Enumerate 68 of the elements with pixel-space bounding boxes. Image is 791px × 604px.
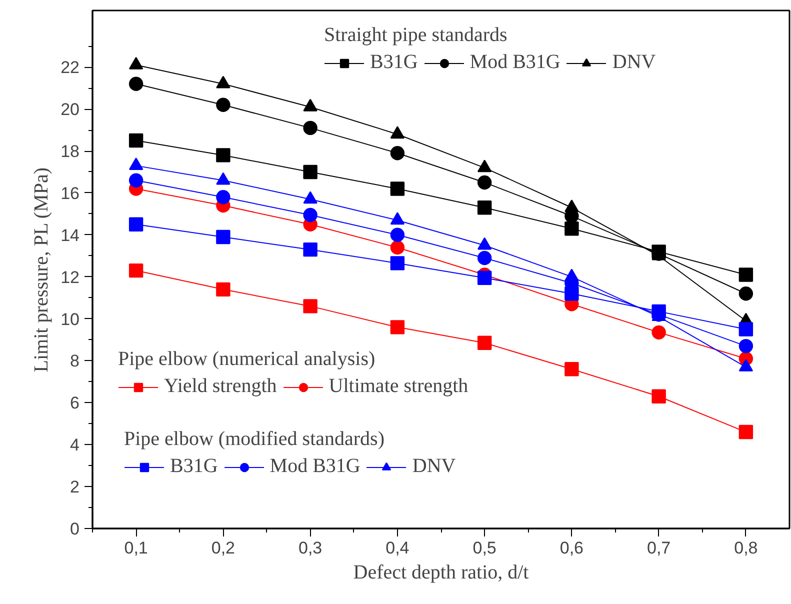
y-tick-label: 6 xyxy=(70,394,80,413)
y-tick-label: 0 xyxy=(70,520,80,538)
point xyxy=(303,242,318,257)
point xyxy=(738,424,754,440)
point xyxy=(390,228,405,242)
point xyxy=(216,190,230,204)
y-tick-label: 16 xyxy=(60,184,80,203)
point xyxy=(128,263,144,278)
y-tick-label: 8 xyxy=(70,352,80,371)
x-tick-label: 0,8 xyxy=(734,538,758,558)
point xyxy=(128,76,144,91)
x-axis-title: Defect depth ratio, d/t xyxy=(353,562,530,584)
point xyxy=(652,389,666,404)
point xyxy=(477,200,492,215)
y-tick-label: 22 xyxy=(60,58,80,78)
point xyxy=(390,182,405,196)
x-tick-label: 0,6 xyxy=(560,538,584,558)
legend-label: Yield strength xyxy=(164,375,277,398)
point xyxy=(564,222,579,236)
legend-label: DNV xyxy=(612,51,656,74)
point xyxy=(477,270,492,285)
point xyxy=(738,286,754,301)
point xyxy=(477,250,492,266)
x-tick-label: 0,4 xyxy=(386,538,410,558)
point xyxy=(738,338,754,354)
point xyxy=(477,336,492,350)
y-tick-label: 10 xyxy=(60,310,80,329)
point xyxy=(390,320,405,334)
point xyxy=(303,164,318,180)
point xyxy=(390,256,405,270)
annotation: Pipe elbow (modified standards) xyxy=(124,428,386,451)
legend-label: B31G xyxy=(370,51,418,74)
point xyxy=(477,175,492,190)
point xyxy=(216,230,230,244)
x-tick-label: 0,7 xyxy=(646,538,671,558)
x-tick-label: 0,2 xyxy=(211,538,236,558)
point xyxy=(390,146,405,160)
legend-label: Mod B31G xyxy=(270,455,360,478)
y-tick-label: 2 xyxy=(70,478,80,497)
point xyxy=(303,120,318,136)
y-tick-label: 14 xyxy=(60,226,80,245)
x-tick-label: 0,5 xyxy=(472,538,496,558)
annotation: Straight pipe standards xyxy=(324,24,508,47)
y-tick-label: 20 xyxy=(60,100,80,120)
point xyxy=(216,282,230,297)
point xyxy=(128,173,144,188)
y-tick-label: 12 xyxy=(60,268,80,287)
point xyxy=(303,208,318,222)
point xyxy=(652,325,666,340)
y-tick-label: 18 xyxy=(60,142,80,162)
annotation: Pipe elbow (numerical analysis) xyxy=(118,348,376,371)
point xyxy=(738,322,754,336)
point xyxy=(564,362,579,376)
point xyxy=(128,217,144,232)
point xyxy=(303,299,318,314)
legend-label: Mod B31G xyxy=(470,51,560,74)
legend-label: Ultimate strength xyxy=(328,375,468,398)
point xyxy=(216,98,230,112)
point xyxy=(216,148,230,162)
x-tick-label: 0,3 xyxy=(298,538,322,558)
x-tick-label: 0,1 xyxy=(124,538,148,558)
y-axis-title: Limit pressure, PL (MPa) xyxy=(30,167,53,372)
point xyxy=(128,133,144,148)
point xyxy=(738,268,754,282)
y-tick-label: 4 xyxy=(70,436,80,455)
point xyxy=(390,240,405,255)
legend-label: B31G xyxy=(170,455,218,478)
legend-label: DNV xyxy=(412,455,456,478)
